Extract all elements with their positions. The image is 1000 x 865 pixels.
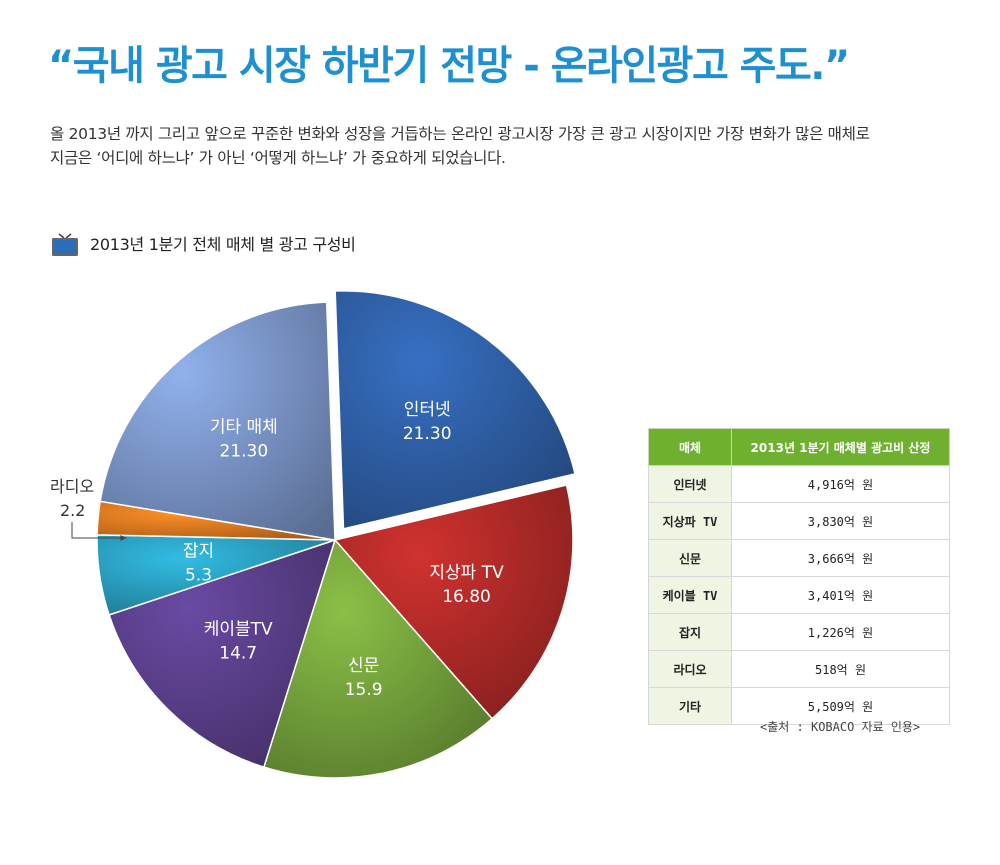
pie-value-인터넷: 21.30: [403, 424, 452, 444]
table-row: 잡지 1,226억 원: [648, 613, 950, 651]
table-cell-amount: 1,226억 원: [731, 613, 950, 651]
table-row: 인터넷 4,916억 원: [648, 465, 950, 503]
table-cell-media: 기타: [648, 687, 732, 725]
pie-value-지상파-tv: 16.80: [442, 587, 491, 607]
table-cell-media: 잡지: [648, 613, 732, 651]
table-cell-amount: 3,830억 원: [731, 502, 950, 540]
table-cell-amount: 3,666억 원: [731, 539, 950, 577]
pie-leader-arrow: [120, 535, 127, 541]
table-row: 라디오 518억 원: [648, 650, 950, 688]
table-cell-media: 신문: [648, 539, 732, 577]
pie-chart: 인터넷 21.30 지상파 TV 16.80 신문 15.9 케이블TV 14.7 잡지 5.3 라…: [50, 290, 576, 779]
pie-label-지상파-tv: 지상파 TV: [429, 563, 504, 583]
table-cell-media: 라디오: [648, 650, 732, 688]
pie-label-잡지: 잡지: [183, 542, 214, 562]
table-cell-amount: 5,509억 원: [731, 687, 950, 725]
ad-spend-table: 매체 2013년 1분기 매체별 광고비 산정 인터넷 4,916억 원 지상파 …: [648, 428, 950, 725]
headline: “국내 광고 시장 하반기 전망 - 온라인광고 주도.”: [48, 43, 850, 89]
table-header-media: 매체: [648, 428, 732, 466]
table-row: 신문 3,666억 원: [648, 539, 950, 577]
pie-slices: [96, 290, 576, 779]
table-cell-media: 지상파 TV: [648, 502, 732, 540]
table-row: 기타 5,509억 원: [648, 687, 950, 725]
table-row: 지상파 TV 3,830억 원: [648, 502, 950, 540]
pie-label-기타-매체: 기타 매체: [210, 417, 278, 437]
table-cell-media: 케이블 TV: [648, 576, 732, 614]
pie-label-라디오: 라디오: [50, 477, 94, 496]
pie-slice-지상파-tv: [333, 484, 574, 720]
pie-label-신문: 신문: [348, 656, 379, 676]
table-header-row: 매체 2013년 1분기 매체별 광고비 산정: [648, 428, 950, 466]
pie-value-케이블tv: 14.7: [219, 643, 257, 663]
table-cell-amount: 3,401억 원: [731, 576, 950, 614]
pie-label-케이블tv: 케이블TV: [204, 619, 273, 639]
pie-value-기타-매체: 21.30: [220, 441, 269, 461]
pie-leader-line: [71, 522, 127, 539]
table-cell-amount: 518억 원: [731, 650, 950, 688]
description-line-2: 지금은 ‘어디에 하느냐’ 가 아닌 ‘어떻게 하느냐’ 가 중요하게 되었습니…: [50, 149, 506, 167]
chart-title-text: 2013년 1분기 전체 매체 별 광고 구성비: [90, 235, 356, 254]
pie-label-인터넷: 인터넷: [404, 400, 451, 420]
pie-slice-기타-매체: [99, 301, 336, 541]
source-note: <출처 : KOBACO 자료 인용>: [760, 720, 921, 734]
table-cell-amount: 4,916억 원: [731, 465, 950, 503]
tv-icon: [52, 233, 78, 256]
chart-title: 2013년 1분기 전체 매체 별 광고 구성비: [50, 228, 356, 258]
table-row: 케이블 TV 3,401억 원: [648, 576, 950, 614]
pie-labels: 인터넷 21.30 지상파 TV 16.80 신문 15.9 케이블TV 14.7 잡지 5.3 라…: [50, 400, 504, 700]
description: 올 2013년 까지 그리고 앞으로 꾸준한 변화와 성장을 거듭하는 온라인 …: [50, 122, 970, 170]
description-line-1: 올 2013년 까지 그리고 앞으로 꾸준한 변화와 성장을 거듭하는 온라인 …: [50, 125, 870, 143]
pie-value-라디오: 2.2: [60, 501, 85, 520]
table-cell-media: 인터넷: [648, 465, 732, 503]
pie-slice-인터넷: [334, 290, 576, 530]
pie-value-잡지: 5.3: [185, 566, 212, 586]
table-header-amount: 2013년 1분기 매체별 광고비 산정: [731, 428, 950, 466]
pie-value-신문: 15.9: [345, 680, 383, 700]
pie-slice-신문: [262, 538, 494, 779]
